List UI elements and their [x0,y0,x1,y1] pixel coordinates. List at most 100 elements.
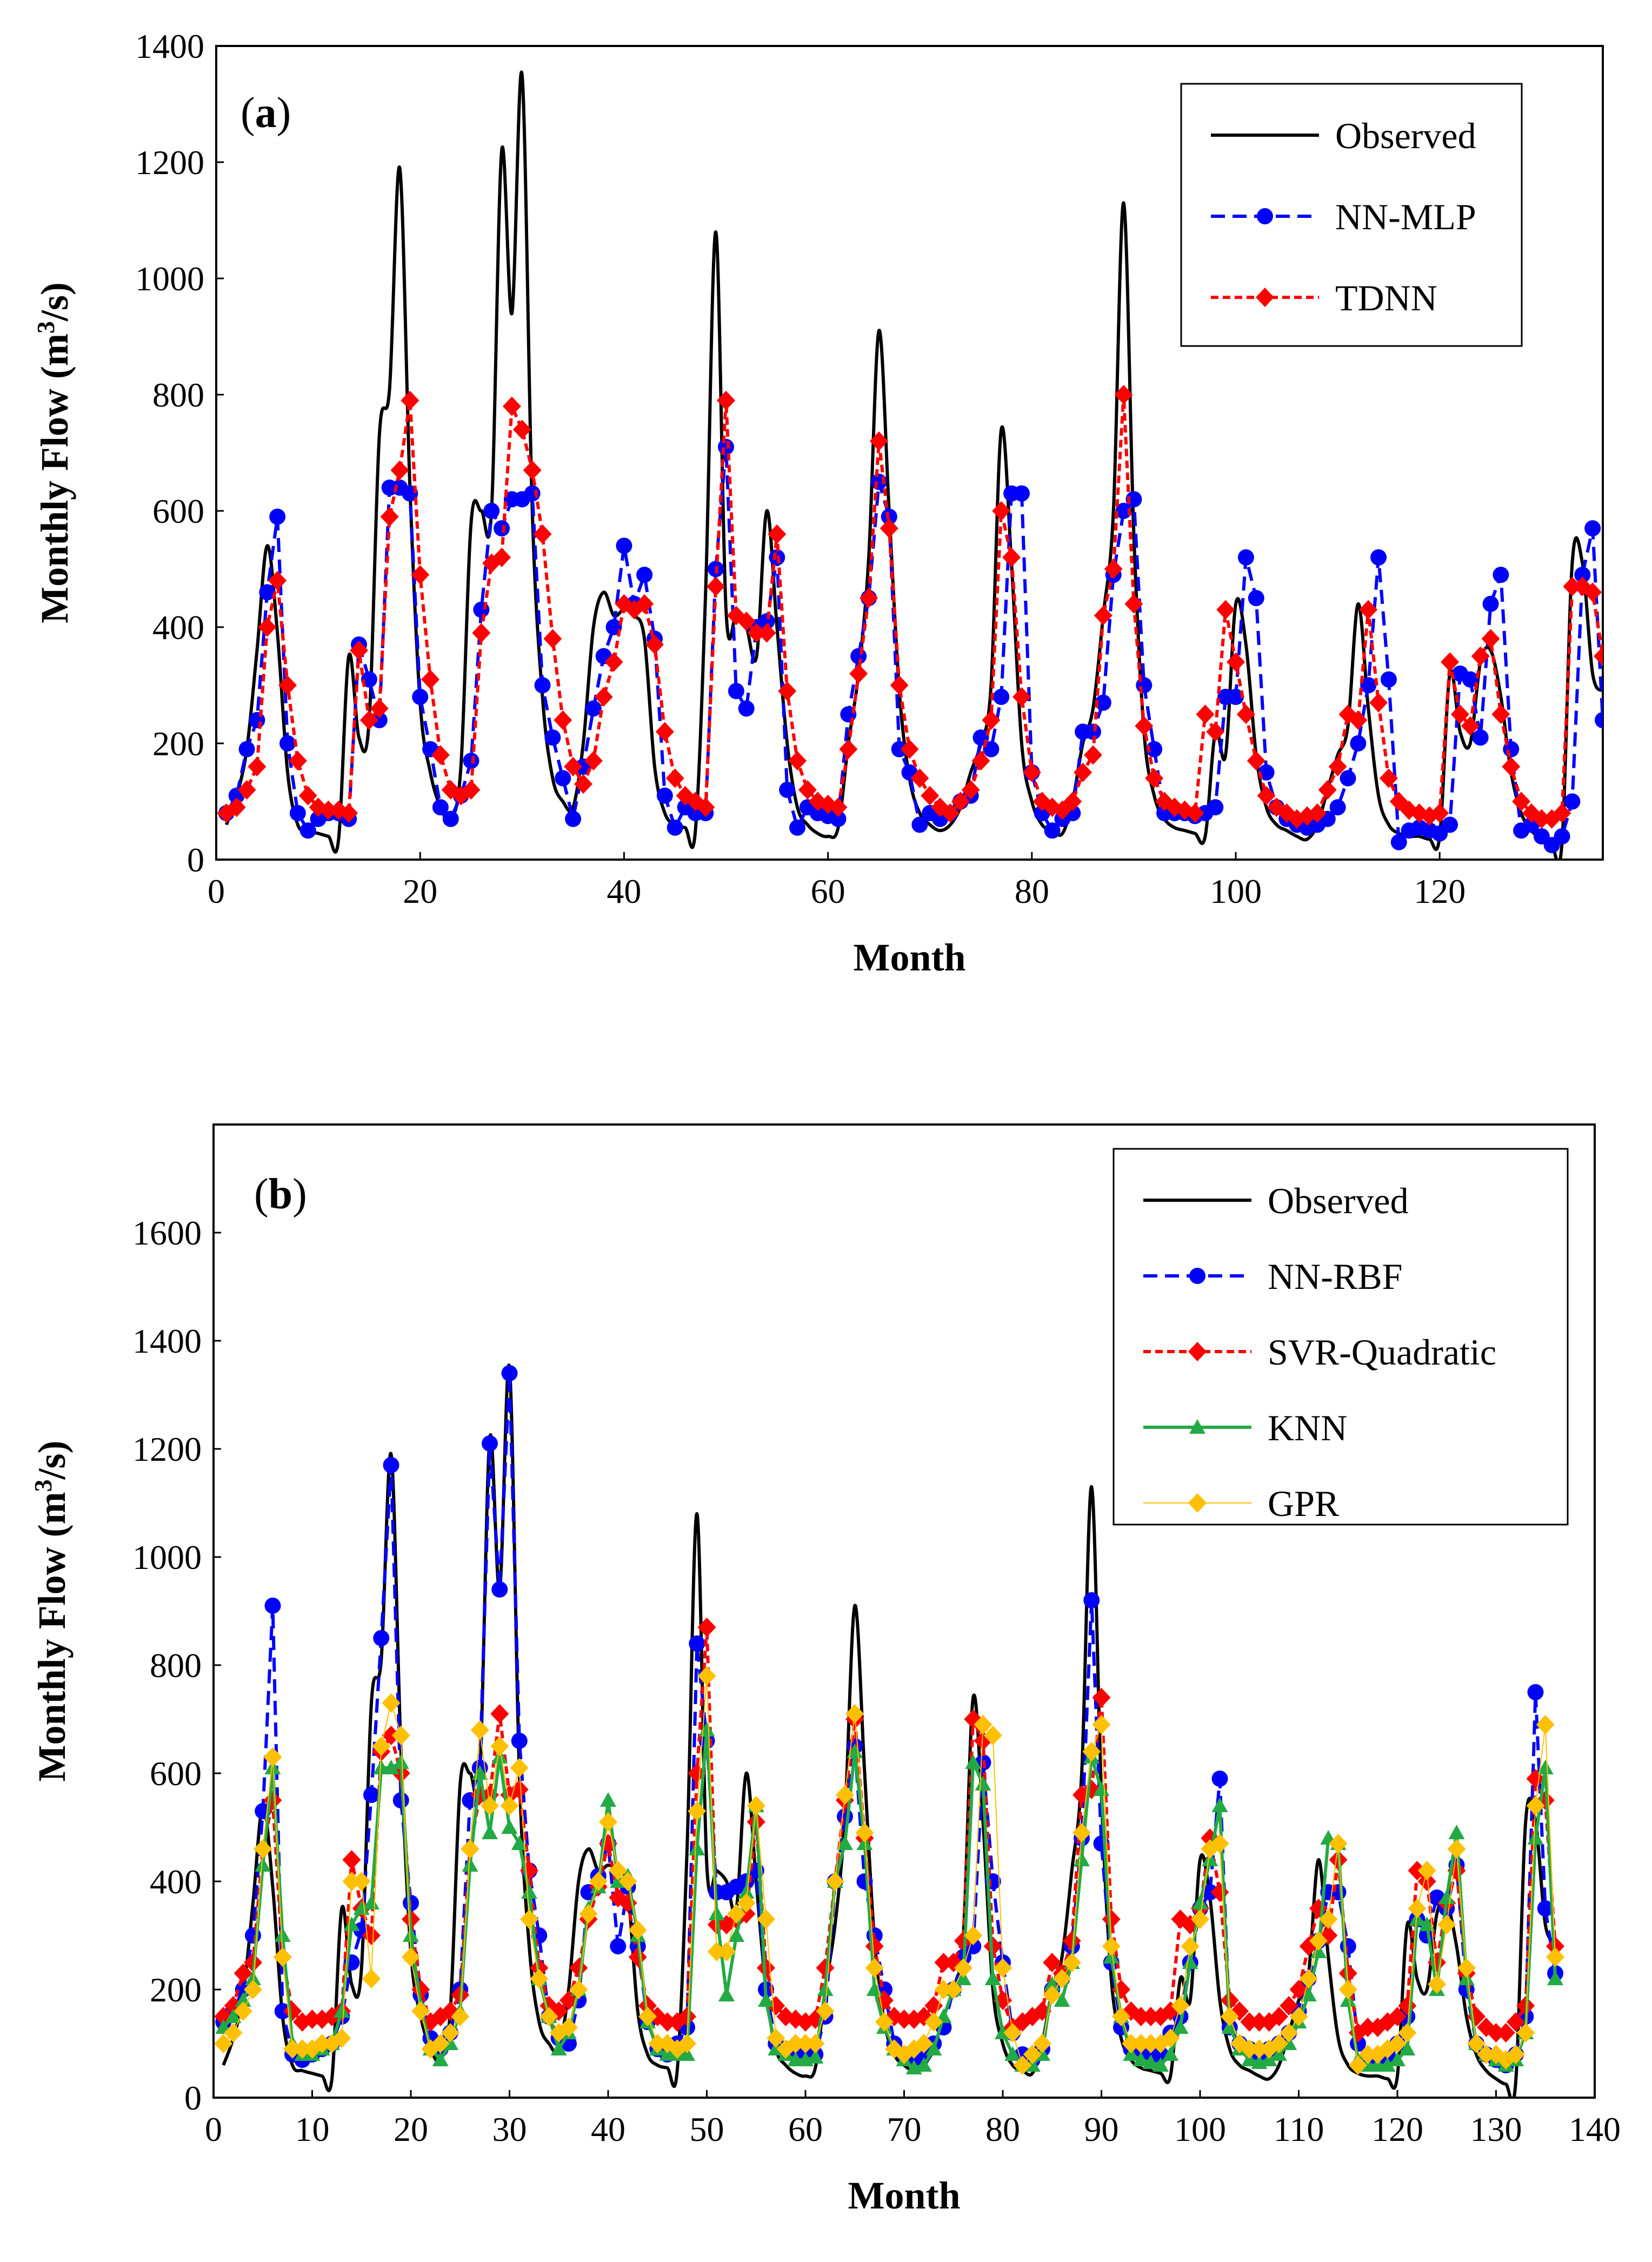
panel-a-data-point-tdnn [472,623,491,643]
panel-b-data-point-knn [837,1835,853,1850]
panel-a-y-tick-label: 400 [152,608,204,647]
panel-b-data-point-knn [984,1971,1001,1985]
panel-b-data-point-gpr [559,2018,578,2037]
panel-a-data-point-tdnn [645,635,664,655]
panel-b-data-point-gpr [362,1969,381,1988]
panel-b-data-point-gpr [1013,2055,1032,2075]
panel-a-data-point-nn-mlp [1095,694,1111,711]
panel-b-y-tick-label: 1000 [132,1538,202,1576]
panel-b-data-point-gpr [293,2039,312,2059]
panel-b-data-point-gpr [382,1693,401,1713]
panel-b-data-point-gpr [1062,1953,1081,1972]
panel-b-data-point-svr-quadratic [924,1996,943,2015]
panel-b-data-point-svr-quadratic [1270,2007,1288,2026]
panel-a-data-point-tdnn [278,675,297,695]
panel-a-data-point-nn-mlp [758,613,775,630]
panel-a-data-point-nn-mlp [718,438,735,455]
panel-a-data-point-nn-mlp [1442,816,1458,833]
panel-b-data-point-svr-quadratic [983,1937,1002,1956]
panel-a-data-point-nn-mlp [1370,549,1387,566]
panel-b-data-point-gpr [944,1980,963,1999]
panel-a-data-point-nn-mlp [1482,596,1499,612]
panel-b-data-point-gpr [312,2034,331,2053]
panel-a-chart: 0 200 400 600 800 1000 1200 1400 0 20 40 60 80 100 120… [32,27,1604,979]
panel-a-data-point-tdnn [1185,803,1204,823]
panel-b-data-point-knn [1271,2046,1287,2061]
panel-b-legend-box [1113,1148,1569,1526]
panel-b-data-point-gpr [481,1796,499,1815]
panel-b-y-tick-label: 200 [150,1971,202,2009]
panel-a-data-point-tdnn [1553,803,1571,823]
panel-a-data-point-tdnn [1430,803,1449,823]
panel-a-data-point-tdnn [1308,803,1327,823]
panel-b-data-point-knn [925,2041,942,2055]
panel-b-data-point-gpr [599,1812,617,1832]
panel-a-data-point-tdnn [900,739,919,759]
panel-b-data-point-gpr [461,1839,479,1859]
panel-b-data-point-gpr [1398,2023,1417,2043]
panel-b-series-gpr [214,1666,1564,2075]
panel-b-data-point-gpr [1467,2034,1486,2053]
panel-a-data-point-nn-mlp [442,810,459,827]
panel-b-data-point-svr-quadratic [895,2010,914,2029]
panel-b-data-point-knn [1399,2041,1416,2055]
panel-b-data-point-gpr [688,1801,707,1821]
panel-a-data-point-nn-mlp [1564,793,1581,810]
panel-b-data-point-knn [807,2049,824,2064]
panel-a-y-tick-label: 0 [187,841,204,879]
panel-a-data-point-tdnn [961,780,980,800]
panel-b-data-point-knn [521,1884,537,1899]
panel-b-data-point-gpr [1161,2028,1180,2048]
panel-b-data-point-gpr [1141,2034,1160,2053]
panel-a-data-point-tdnn [1216,600,1235,620]
panel-b-data-point-gpr [451,2007,470,2026]
panel-b-x-tick-label: 80 [985,2110,1020,2148]
panel-a-data-point-tdnn [523,460,542,480]
panel-a-data-point-tdnn [319,800,338,820]
panel-b-series-svr-quadratic [214,1618,1564,2043]
panel-b-data-point-gpr [1102,1937,1121,1956]
panel-b-data-point-knn [975,1776,991,1791]
panel-a-data-point-tdnn [839,739,858,759]
panel-b-data-point-gpr [964,1926,983,1945]
panel-a-y-axis-title: Monthly Flow (m3/s) [32,282,77,623]
panel-b-data-point-gpr [845,1704,864,1724]
panel-b-data-point-svr-quadratic [1280,1996,1298,2015]
panel-b-data-point-svr-quadratic [1408,1861,1427,1880]
panel-a-data-point-nn-mlp [1248,590,1264,607]
panel-b-data-point-gpr [254,1839,272,1859]
panel-b-data-point-gpr [1546,1947,1564,1967]
panel-b-data-point-gpr [1220,2007,1239,2026]
panel-b-data-point-knn [392,1754,409,1769]
panel-a-data-point-nn-mlp [830,810,847,827]
panel-a-data-point-tdnn [543,629,562,649]
panel-b-data-point-gpr [915,2034,933,2053]
panel-b-data-point-knn [255,1857,271,1872]
panel-a-label-paren: ( [241,89,255,137]
panel-b-x-axis-title: Month [848,2174,960,2217]
panel-a-data-point-tdnn [248,757,267,776]
panel-b-data-point-gpr [1082,1742,1101,1761]
panel-b-data-point-gpr [224,2023,243,2043]
panel-b-data-point-svr-quadratic [934,1953,953,1972]
panel-a-data-point-tdnn [1512,791,1531,811]
panel-a-x-tick-label: 20 [403,872,437,910]
panel-b-data-point-gpr [1270,2034,1288,2053]
panel-a-data-point-tdnn [737,611,756,631]
panel-a-data-point-nn-mlp [555,770,571,787]
panel-b-data-point-svr-quadratic [1240,2012,1259,2032]
panel-a-data-point-nn-mlp [279,735,296,751]
panel-b-data-point-knn [916,2057,932,2072]
panel-b-data-point-gpr [391,1726,410,1745]
panel-b-data-point-svr-quadratic [1487,2023,1506,2043]
panel-b-data-point-gpr [757,1910,775,1929]
panel-a-data-point-nn-mlp [1462,671,1478,688]
panel-b-data-point-svr-quadratic [1388,2007,1407,2026]
panel-a-data-point-tdnn [574,774,592,794]
panel-a-data-point-tdnn [1074,762,1093,782]
panel-b-data-point-svr-quadratic [767,1996,785,2015]
panel-b-data-point-gpr [816,2001,835,2021]
panel-b-data-point-knn [1142,2054,1159,2069]
panel-a-data-point-nn-mlp [289,805,306,821]
panel-a-data-point-tdnn [1196,704,1215,724]
